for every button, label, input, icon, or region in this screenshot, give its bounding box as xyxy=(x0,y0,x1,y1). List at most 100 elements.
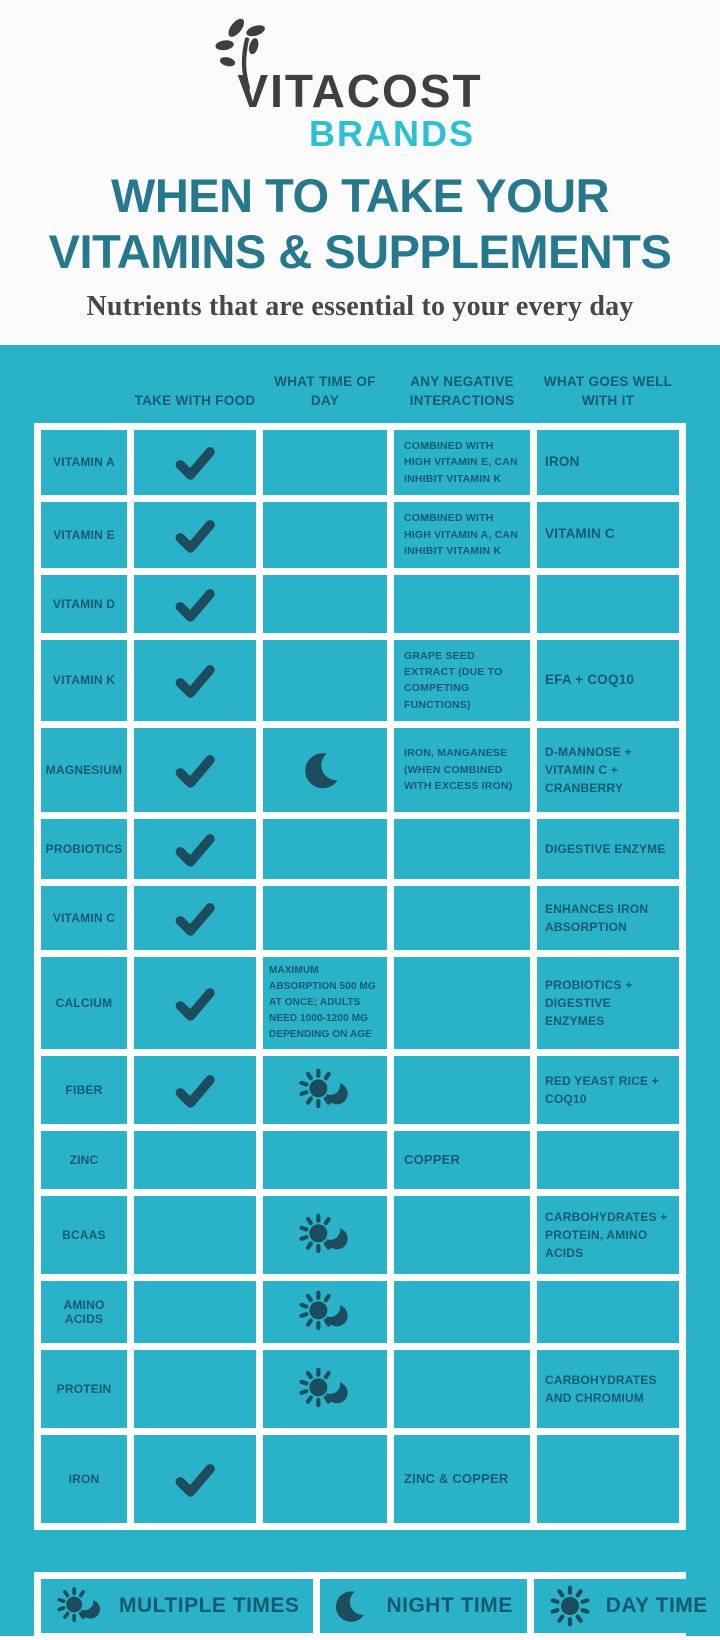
goes-well-cell: ENHANCES IRON ABSORPTION xyxy=(537,885,679,950)
goes-well-cell xyxy=(537,1130,679,1189)
time-of-day-cell xyxy=(263,501,387,568)
table-column-headers: TAKE WITH FOOD WHAT TIME OF DAY ANY NEGA… xyxy=(34,367,686,411)
row-label: VITAMIN E xyxy=(41,501,127,568)
sun-moon-icon xyxy=(297,1065,353,1115)
take-with-food-cell xyxy=(134,1055,256,1124)
negative-interactions-cell xyxy=(394,1280,530,1343)
check-icon xyxy=(171,514,219,556)
row-label: VITAMIN A xyxy=(41,430,127,495)
check-icon xyxy=(171,441,219,483)
brand-name: VITACOST xyxy=(237,65,483,117)
page-subtitle: Nutrients that are essential to your eve… xyxy=(86,290,634,322)
take-with-food-cell xyxy=(134,885,256,950)
row-label: AMINO ACIDS xyxy=(41,1280,127,1343)
infographic-board: TAKE WITH FOOD WHAT TIME OF DAY ANY NEGA… xyxy=(0,345,720,1640)
sun-moon-icon xyxy=(297,1287,353,1337)
check-icon xyxy=(171,828,219,870)
take-with-food-cell xyxy=(134,727,256,812)
row-label: MAGNESIUM xyxy=(41,727,127,812)
time-of-day-cell xyxy=(263,1055,387,1124)
sun-moon-icon xyxy=(55,1584,105,1628)
negative-interactions-cell xyxy=(394,885,530,950)
negative-interactions-cell: GRAPE SEED EXTRACT (DUE TO COMPETING FUN… xyxy=(394,639,530,721)
row-label: BCAAS xyxy=(41,1195,127,1274)
time-of-day-cell xyxy=(263,727,387,812)
sun-moon-icon xyxy=(297,1364,353,1414)
sun-icon xyxy=(548,1584,592,1628)
page-title: WHEN TO TAKE YOUR VITAMINS & SUPPLEMENTS xyxy=(0,168,720,281)
goes-well-cell: VITAMIN C xyxy=(537,501,679,568)
time-of-day-cell xyxy=(263,1280,387,1343)
sun-moon-icon xyxy=(297,1210,353,1260)
negative-interactions-cell xyxy=(394,818,530,879)
take-with-food-cell xyxy=(134,1280,256,1343)
row-label: VITAMIN K xyxy=(41,639,127,721)
time-of-day-cell xyxy=(263,818,387,879)
title-line-2: VITAMINS & SUPPLEMENTS xyxy=(48,225,672,279)
check-icon xyxy=(171,982,219,1024)
negative-interactions-cell xyxy=(394,1055,530,1124)
take-with-food-cell xyxy=(134,639,256,721)
negative-interactions-cell: COMBINED WITH HIGH VITAMIN A, CAN INHIBI… xyxy=(394,501,530,568)
take-with-food-cell xyxy=(134,1349,256,1428)
negative-interactions-cell xyxy=(394,956,530,1049)
time-of-day-cell xyxy=(263,639,387,721)
take-with-food-cell xyxy=(134,818,256,879)
check-icon xyxy=(171,583,219,625)
goes-well-cell xyxy=(537,1434,679,1523)
column-header-spacer xyxy=(41,367,127,411)
legend-label: NIGHT TIME xyxy=(386,1593,513,1617)
time-of-day-cell xyxy=(263,430,387,495)
row-label: FIBER xyxy=(41,1055,127,1124)
take-with-food-cell xyxy=(134,956,256,1049)
check-icon xyxy=(171,659,219,701)
legend-label: DAY TIME xyxy=(605,1593,708,1617)
check-icon xyxy=(171,897,219,939)
time-of-day-cell: MAXIMUM ABSORPTION 500 MG AT ONCE; ADULT… xyxy=(263,956,387,1049)
table-grid: VITAMIN A COMBINED WITH HIGH VITAMIN E, … xyxy=(41,430,679,1523)
negative-interactions-cell: COPPER xyxy=(394,1130,530,1189)
row-label: VITAMIN C xyxy=(41,885,127,950)
supplements-table: VITAMIN A COMBINED WITH HIGH VITAMIN E, … xyxy=(34,423,686,1530)
negative-interactions-cell: COMBINED WITH HIGH VITAMIN E, CAN INHIBI… xyxy=(394,430,530,495)
take-with-food-cell xyxy=(134,1130,256,1189)
legend-label: MULTIPLE TIMES xyxy=(119,1593,300,1617)
goes-well-cell: CARBOHYDRATES + PROTEIN, AMINO ACIDS xyxy=(537,1195,679,1274)
legend-multiple-times: MULTIPLE TIMES xyxy=(41,1578,314,1633)
title-line-1: WHEN TO TAKE YOUR xyxy=(110,169,610,222)
time-of-day-cell xyxy=(263,1349,387,1428)
time-of-day-cell xyxy=(263,885,387,950)
time-of-day-cell xyxy=(263,1434,387,1523)
take-with-food-cell xyxy=(134,501,256,568)
negative-interactions-cell xyxy=(394,1349,530,1428)
time-of-day-cell xyxy=(263,1130,387,1189)
row-label: PROTEIN xyxy=(41,1349,127,1428)
goes-well-cell: IRON xyxy=(537,430,679,495)
column-header-goes-well: WHAT GOES WELL WITH IT xyxy=(543,374,673,409)
check-icon xyxy=(171,1458,219,1500)
goes-well-cell xyxy=(537,574,679,633)
negative-interactions-cell xyxy=(394,574,530,633)
legend: MULTIPLE TIMES NIGHT TIME DAY TIME xyxy=(34,1571,720,1640)
goes-well-cell: DIGESTIVE ENZYME xyxy=(537,818,679,879)
goes-well-cell xyxy=(537,1280,679,1343)
row-label: VITAMIN D xyxy=(41,574,127,633)
time-of-day-cell xyxy=(263,574,387,633)
row-label: ZINC xyxy=(41,1130,127,1189)
column-header-negative-interactions: ANY NEGATIVE INTERACTIONS xyxy=(409,374,515,409)
moon-icon xyxy=(334,1587,372,1625)
legend-night-time: NIGHT TIME xyxy=(320,1578,527,1633)
take-with-food-cell xyxy=(134,430,256,495)
row-label: IRON xyxy=(41,1434,127,1523)
negative-interactions-cell: IRON, MANGANESE (WHEN COMBINED WITH EXCE… xyxy=(394,727,530,812)
sprout-leaf-icon xyxy=(215,18,266,90)
row-label: CALCIUM xyxy=(41,956,127,1049)
negative-interactions-cell: ZINC & COPPER xyxy=(394,1434,530,1523)
take-with-food-cell xyxy=(134,1195,256,1274)
header-section: VITACOST BRANDS WHEN TO TAKE YOUR VITAMI… xyxy=(0,0,720,345)
goes-well-cell: CARBOHYDRATES AND CHROMIUM xyxy=(537,1349,679,1428)
take-with-food-cell xyxy=(134,574,256,633)
goes-well-cell: EFA + COQ10 xyxy=(537,639,679,721)
take-with-food-cell xyxy=(134,1434,256,1523)
row-label: PROBIOTICS xyxy=(41,818,127,879)
